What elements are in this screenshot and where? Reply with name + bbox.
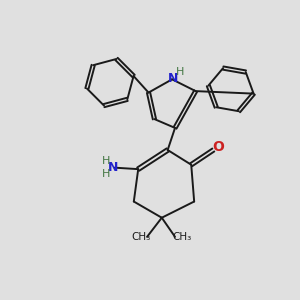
Text: O: O	[213, 140, 224, 154]
Text: H: H	[102, 156, 111, 166]
Text: CH₃: CH₃	[131, 232, 150, 242]
Text: CH₃: CH₃	[172, 232, 191, 242]
Text: N: N	[108, 160, 119, 174]
Text: H: H	[102, 169, 111, 178]
Text: N: N	[167, 72, 178, 85]
Text: H: H	[176, 67, 184, 77]
